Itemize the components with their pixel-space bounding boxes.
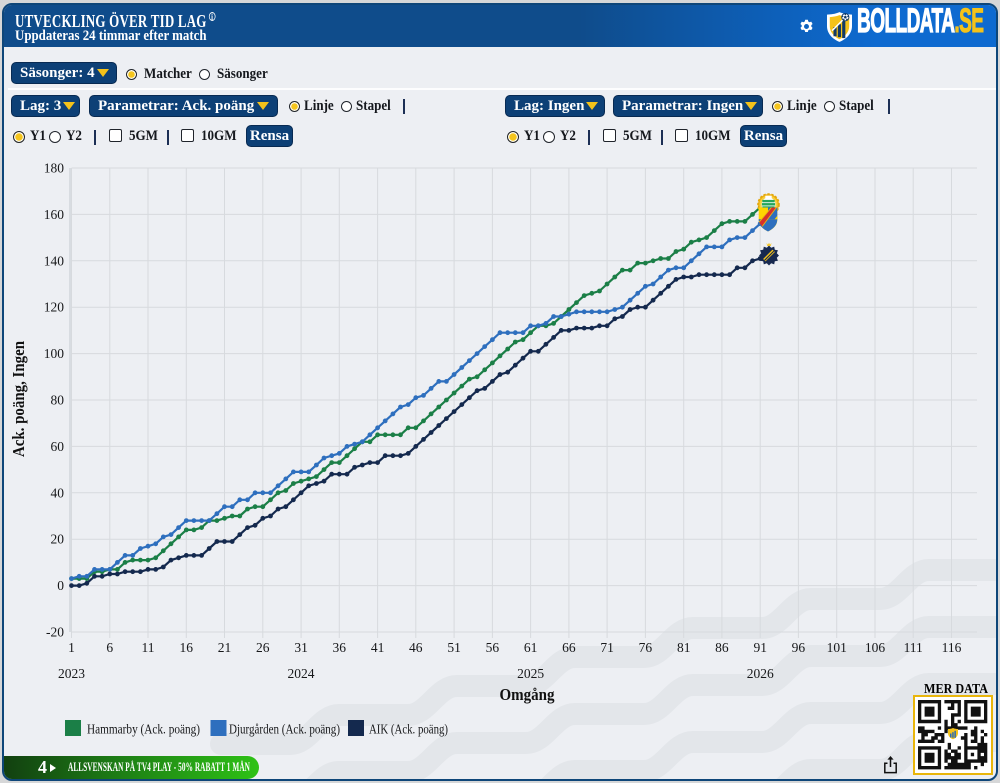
svg-text:16: 16 <box>180 640 194 655</box>
svg-text:Hammarby (Ack. poäng): Hammarby (Ack. poäng) <box>87 722 200 737</box>
svg-text:Omgång: Omgång <box>500 685 555 704</box>
svg-text:2023: 2023 <box>58 666 85 681</box>
svg-text:160: 160 <box>44 207 65 222</box>
svg-text:120: 120 <box>44 300 65 315</box>
svg-text:Djurgården (Ack. poäng): Djurgården (Ack. poäng) <box>229 722 340 737</box>
svg-text:56: 56 <box>486 640 500 655</box>
svg-text:66: 66 <box>562 640 576 655</box>
svg-text:96: 96 <box>792 640 806 655</box>
svg-text:2024: 2024 <box>288 666 315 681</box>
svg-text:41: 41 <box>371 640 385 655</box>
svg-text:40: 40 <box>51 485 65 500</box>
svg-text:26: 26 <box>256 640 270 655</box>
svg-text:11: 11 <box>142 640 155 655</box>
svg-text:Ack. poäng, Ingen: Ack. poäng, Ingen <box>9 341 28 457</box>
svg-text:2025: 2025 <box>517 666 544 681</box>
svg-text:91: 91 <box>753 640 767 655</box>
svg-text:20: 20 <box>51 532 65 547</box>
svg-text:76: 76 <box>639 640 653 655</box>
svg-text:AIK (Ack. poäng): AIK (Ack. poäng) <box>369 722 448 737</box>
svg-text:100: 100 <box>44 346 65 361</box>
svg-text:6: 6 <box>106 640 113 655</box>
svg-text:111: 111 <box>904 640 923 655</box>
svg-text:60: 60 <box>51 439 65 454</box>
svg-text:-20: -20 <box>46 625 64 640</box>
svg-text:80: 80 <box>51 393 65 408</box>
svg-text:71: 71 <box>600 640 614 655</box>
svg-text:36: 36 <box>333 640 347 655</box>
svg-text:21: 21 <box>218 640 232 655</box>
svg-text:101: 101 <box>827 640 847 655</box>
svg-text:81: 81 <box>677 640 691 655</box>
svg-text:86: 86 <box>715 640 729 655</box>
svg-text:61: 61 <box>524 640 538 655</box>
svg-text:0: 0 <box>57 578 64 593</box>
svg-text:2026: 2026 <box>747 666 774 681</box>
svg-text:1: 1 <box>68 640 75 655</box>
svg-text:116: 116 <box>942 640 962 655</box>
svg-text:180: 180 <box>44 161 65 176</box>
svg-text:31: 31 <box>294 640 308 655</box>
svg-text:140: 140 <box>44 253 65 268</box>
svg-text:106: 106 <box>865 640 886 655</box>
svg-text:51: 51 <box>447 640 461 655</box>
svg-text:46: 46 <box>409 640 423 655</box>
